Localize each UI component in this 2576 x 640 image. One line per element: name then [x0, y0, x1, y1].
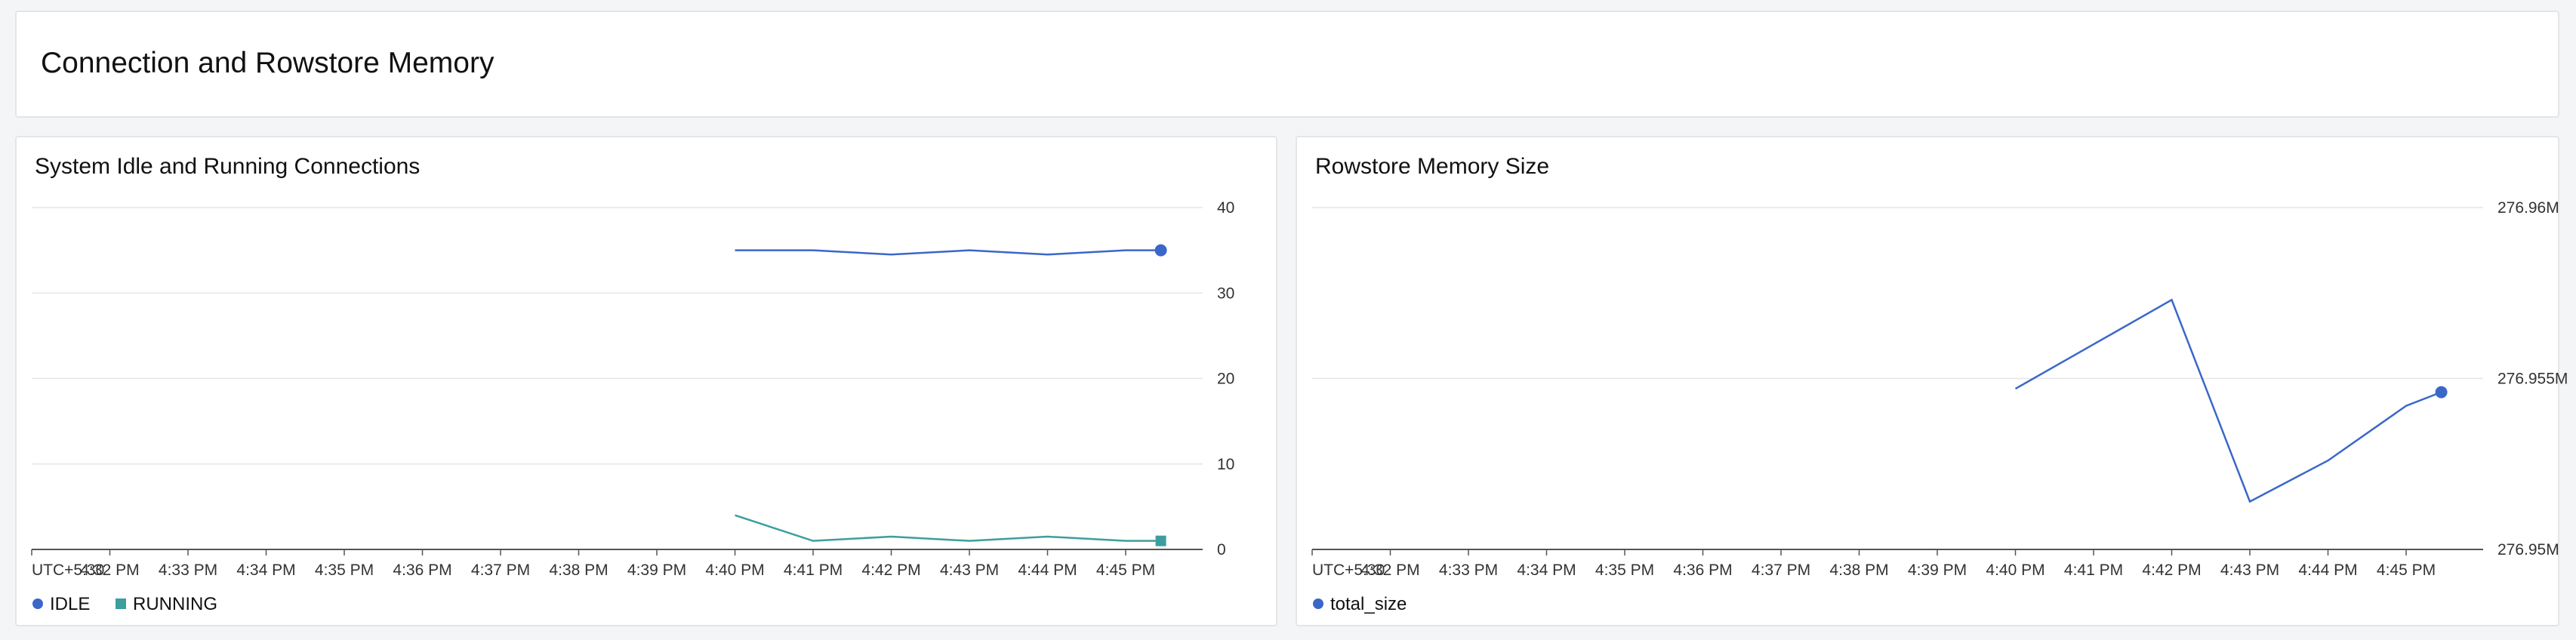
legend-circle-icon: [32, 598, 43, 609]
x-tick-label: 4:33 PM: [159, 562, 217, 579]
x-tick-label: 4:34 PM: [1517, 562, 1576, 579]
y-tick-label: 276.96M: [2497, 199, 2559, 217]
y-tick-label: 30: [1217, 285, 1234, 302]
x-tick-label: 4:41 PM: [784, 562, 843, 579]
legend-label: RUNNING: [133, 594, 217, 614]
connections-panel: System Idle and Running Connections 40 30…: [15, 136, 1277, 626]
x-tick-label: UTC+5:30: [1312, 562, 1385, 579]
series-line-total_size: [2014, 298, 2442, 503]
x-tick-label: 4:37 PM: [471, 562, 530, 579]
x-tick-label: 4:37 PM: [1752, 562, 1810, 579]
x-tick-label: 4:39 PM: [1908, 562, 1967, 579]
x-tick-label: 4:38 PM: [1829, 562, 1888, 579]
x-tick-label: 4:34 PM: [236, 562, 295, 579]
x-tick-label: 4:35 PM: [315, 562, 374, 579]
x-tick-label: 4:35 PM: [1595, 562, 1654, 579]
x-tick-label: 4:36 PM: [1673, 562, 1732, 579]
y-tick-label: 0: [1217, 541, 1226, 558]
legend-circle-icon: [1313, 598, 1323, 609]
x-tick-label: 4:32 PM: [1360, 562, 1419, 579]
series-line-running: [735, 514, 1161, 542]
rowstore-chart-title: Rowstore Memory Size: [1315, 154, 1550, 179]
series-end-marker-total_size: [2435, 386, 2448, 398]
legend-item-running[interactable]: RUNNING: [116, 594, 217, 614]
series-line-idle: [735, 249, 1161, 256]
x-tick-label: 4:33 PM: [1439, 562, 1498, 579]
x-tick-label: 4:43 PM: [2220, 562, 2279, 579]
x-tick-label: UTC+5:30: [32, 562, 104, 579]
connections-chart-title: System Idle and Running Connections: [35, 154, 421, 179]
x-tick-label: 4:40 PM: [705, 562, 764, 579]
x-tick-label: 4:42 PM: [861, 562, 920, 579]
legend-item-idle[interactable]: IDLE: [32, 594, 90, 614]
x-tick-label: 4:45 PM: [1096, 562, 1155, 579]
legend-item-total_size[interactable]: total_size: [1313, 594, 1407, 614]
legend-label: total_size: [1330, 594, 1407, 614]
page-title: Connection and Rowstore Memory: [41, 47, 495, 79]
y-tick-label: 10: [1217, 456, 1234, 473]
legend-square-icon: [116, 598, 126, 609]
y-tick-label: 276.95M: [2497, 541, 2559, 558]
x-tick-label: 4:32 PM: [80, 562, 139, 579]
rowstore-chart: 276.96M 276.955M 276.95M UTC+5:304:32 PM 4:3…: [1311, 199, 2568, 614]
x-tick-label: 4:41 PM: [2064, 562, 2123, 579]
x-tick-label: 4:45 PM: [2377, 562, 2436, 579]
x-tick-label: 4:38 PM: [549, 562, 608, 579]
series-end-marker-idle: [1154, 244, 1167, 257]
x-tick-label: 4:40 PM: [1986, 562, 2044, 579]
y-tick-label: 40: [1217, 199, 1234, 217]
y-tick-label: 276.955M: [2497, 371, 2568, 388]
legend-label: IDLE: [50, 594, 90, 614]
x-tick-label: 4:43 PM: [940, 562, 999, 579]
x-tick-label: 4:39 PM: [627, 562, 686, 579]
series-end-marker-running: [1155, 535, 1166, 546]
dashboard-header: Connection and Rowstore Memory: [15, 11, 2559, 118]
rowstore-panel: Rowstore Memory Size 276.96M 276.955M 276.…: [1296, 136, 2568, 626]
connections-chart: 40 30 20 10 0 UTC+5:304:32 PM 4:33 PM 4:34 PM 4:…: [31, 199, 1234, 614]
x-tick-label: 4:42 PM: [2142, 562, 2201, 579]
x-tick-label: 4:44 PM: [2298, 562, 2357, 579]
y-tick-label: 20: [1217, 371, 1234, 388]
x-tick-label: 4:44 PM: [1018, 562, 1077, 579]
x-tick-label: 4:36 PM: [393, 562, 451, 579]
